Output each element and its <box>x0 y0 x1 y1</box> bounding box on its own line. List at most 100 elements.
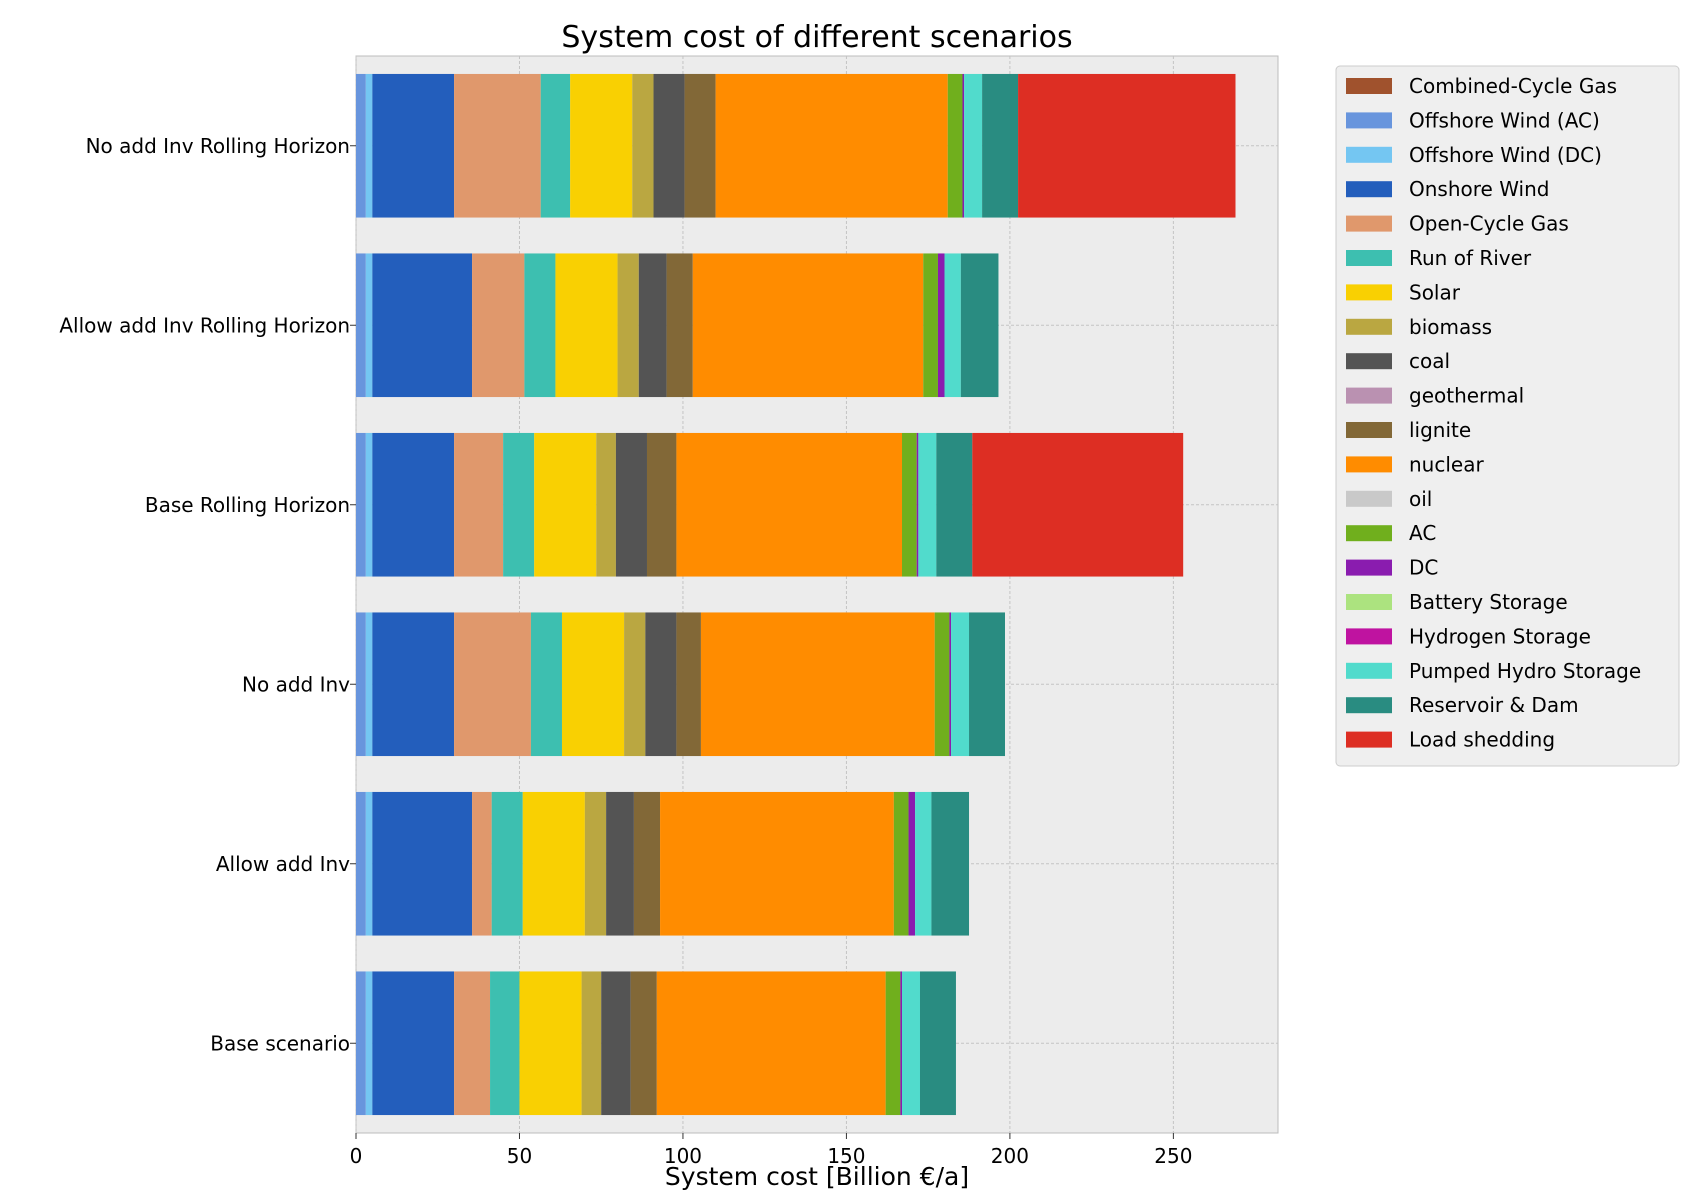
legend-swatch <box>1346 250 1392 266</box>
y-tick-labels: No add Inv Rolling Horizon Allow add Inv … <box>59 134 356 1055</box>
bar-segment <box>365 253 373 398</box>
bar-segment <box>491 791 523 936</box>
bar-segment <box>900 971 903 1116</box>
bar-segment <box>666 253 693 398</box>
bar-segment <box>570 73 633 218</box>
bar-segment <box>960 253 999 398</box>
bar-segment <box>660 791 894 936</box>
plot-area <box>355 55 1279 1134</box>
legend-label: Run of River <box>1409 246 1532 270</box>
bar-segment <box>601 971 631 1116</box>
bar-segment <box>934 612 950 757</box>
y-tick-label: No add Inv <box>242 672 350 696</box>
bar-segment <box>692 253 924 398</box>
bar-segment <box>700 612 935 757</box>
bar-segment <box>356 253 366 398</box>
bar-segment <box>915 791 932 936</box>
bars-layer <box>356 73 1236 1116</box>
legend-swatch <box>1346 112 1392 129</box>
legend-label: Offshore Wind (DC) <box>1409 143 1602 167</box>
bar-segment <box>555 253 618 398</box>
bar-segment <box>490 971 520 1116</box>
x-tick-labels: 0 50 100 150 200 250 <box>350 1133 1192 1168</box>
bar-segment <box>356 432 366 577</box>
bar-segment <box>715 73 948 218</box>
legend-label: Combined-Cycle Gas <box>1409 74 1617 98</box>
legend-label: DC <box>1409 556 1438 580</box>
legend: Combined-Cycle Gas Offshore Wind (AC) Offs… <box>1335 65 1680 767</box>
bar-segment <box>372 73 455 218</box>
bar-segment <box>372 612 455 757</box>
bar-segment <box>454 432 504 577</box>
legend-label: Load shedding <box>1409 728 1555 752</box>
legend-swatch <box>1346 490 1392 507</box>
bar-segment <box>356 612 366 757</box>
bar-segment <box>931 791 970 936</box>
x-tick-label: 100 <box>664 1144 702 1168</box>
legend-swatch <box>1346 662 1392 679</box>
chart-title: System cost of different scenarios <box>561 20 1072 55</box>
bar-segment <box>893 791 909 936</box>
legend-swatch <box>1346 559 1392 576</box>
legend-swatch <box>1346 146 1392 163</box>
bar-segment <box>964 73 983 218</box>
legend-label: Offshore Wind (AC) <box>1409 108 1600 132</box>
bar-segment <box>454 971 491 1116</box>
bar-segment <box>951 612 970 757</box>
legend-swatch <box>1346 215 1392 232</box>
bar-segment <box>472 253 525 398</box>
bar-segment <box>656 971 886 1116</box>
x-tick-label: 200 <box>991 1144 1029 1168</box>
legend-swatch <box>1346 456 1392 473</box>
legend-swatch <box>1346 697 1392 714</box>
bar-segment <box>356 73 366 218</box>
y-tick-label: No add Inv Rolling Horizon <box>86 134 350 158</box>
bar-segment <box>630 971 657 1116</box>
bar-segment <box>615 432 647 577</box>
y-tick-label: Base scenario <box>210 1031 350 1055</box>
bar-segment <box>365 73 373 218</box>
bar-segment <box>645 612 677 757</box>
bar-segment <box>638 253 667 398</box>
bar-segment <box>902 432 917 577</box>
legend-swatch <box>1346 353 1392 370</box>
bar-segment <box>596 432 616 577</box>
bar-segment <box>947 73 963 218</box>
legend-label: oil <box>1409 487 1432 511</box>
y-tick-label: Allow add Inv <box>216 852 350 876</box>
bar-segment <box>530 612 562 757</box>
bar-segment <box>885 971 901 1116</box>
bar-segment <box>923 253 938 398</box>
x-axis-label: System cost [Billion €/a] <box>665 1162 969 1191</box>
legend-swatch <box>1346 78 1392 94</box>
legend-label: Solar <box>1409 280 1461 304</box>
bar-segment <box>540 73 571 218</box>
bar-segment <box>522 791 585 936</box>
bar-segment <box>962 73 965 218</box>
bar-segment <box>365 971 373 1116</box>
legend-label: nuclear <box>1409 452 1484 476</box>
bar-segment <box>356 791 366 936</box>
bar-segment <box>633 791 661 936</box>
bar-segment <box>908 791 916 936</box>
bar-segment <box>372 791 473 936</box>
bar-segment <box>653 73 685 218</box>
bar-segment <box>936 432 973 577</box>
legend-label: lignite <box>1409 418 1471 442</box>
y-tick-label: Allow add Inv Rolling Horizon <box>59 313 350 337</box>
bar-segment <box>372 971 455 1116</box>
legend-label: Pumped Hydro Storage <box>1409 659 1641 683</box>
legend-swatch <box>1346 731 1392 748</box>
bar-segment <box>919 971 956 1116</box>
bar-segment <box>676 432 903 577</box>
legend-label: AC <box>1409 521 1436 545</box>
legend-swatch <box>1346 628 1392 645</box>
bar-segment <box>561 612 625 757</box>
bar-segment <box>684 73 716 218</box>
bar-segment <box>982 73 1019 218</box>
bar-segment <box>503 432 535 577</box>
bar-segment <box>624 612 646 757</box>
bar-segment <box>632 73 654 218</box>
